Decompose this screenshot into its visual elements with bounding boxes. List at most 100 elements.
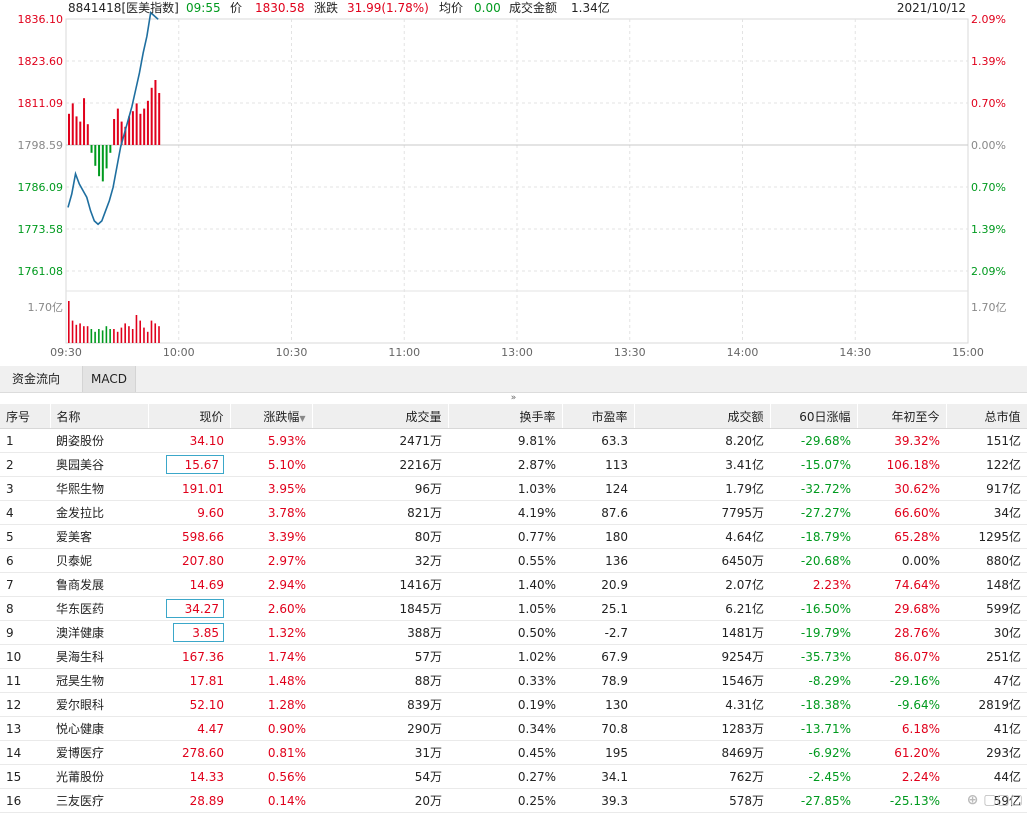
left-axis-tick: 1836.10 <box>18 13 64 26</box>
volume-bar <box>135 315 138 343</box>
cell-market-cap: 44亿 <box>946 764 1027 789</box>
table-row[interactable]: 10 昊海生科 167.36 1.74% 57万 1.02% 67.9 9254万 -35.73… <box>0 644 1027 669</box>
cell-amount: 6450万 <box>634 548 770 573</box>
col-price[interactable]: 现价 <box>148 404 231 429</box>
cell-row-index: 13 <box>0 716 50 741</box>
cell-change-ytd: 0.00% <box>857 548 946 573</box>
price-highlight-box: 34.27 <box>165 598 224 618</box>
col-ytd[interactable]: 年初至今 <box>857 404 947 429</box>
cell-change-60d: -29.68% <box>770 428 857 453</box>
volume-bar <box>105 326 108 343</box>
cell-change-pct: 3.39% <box>230 524 312 549</box>
stock-table: 序号 名称 现价 涨跌幅▼ 成交量 换手率 市盈率 成交额 60日涨幅 年初至今… <box>0 404 1027 813</box>
table-row[interactable]: 3 华熙生物 191.01 3.95% 96万 1.03% 124 1.79亿 -32.72% 3… <box>0 476 1027 501</box>
cell-stock-name: 朗姿股份 <box>50 428 148 453</box>
col-index[interactable]: 序号 <box>0 404 51 429</box>
cell-change-ytd: 74.64% <box>857 572 946 597</box>
cell-change-60d: -18.38% <box>770 692 857 717</box>
collapse-chevron-icon[interactable]: » <box>510 393 517 403</box>
cell-change-ytd: -9.64% <box>857 692 946 717</box>
cell-price: 34.27 <box>148 596 230 621</box>
cell-change-60d: -19.79% <box>770 620 857 645</box>
table-header: 序号 名称 现价 涨跌幅▼ 成交量 换手率 市盈率 成交额 60日涨幅 年初至今… <box>0 404 1027 429</box>
cell-volume: 31万 <box>312 740 448 765</box>
cell-change-60d: -2.45% <box>770 764 857 789</box>
table-row[interactable]: 14 爱博医疗 278.60 0.81% 31万 0.45% 195 8469万 -6.92% 6… <box>0 740 1027 765</box>
right-axis-tick: 0.70% <box>971 181 1006 194</box>
cell-change-ytd: 61.20% <box>857 740 946 765</box>
cell-market-cap: 47亿 <box>946 668 1027 693</box>
cell-turnover-rate: 0.33% <box>448 668 562 693</box>
strength-bar <box>120 121 123 145</box>
table-row[interactable]: 1 朗姿股份 34.10 5.93% 2471万 9.81% 63.3 8.20亿 -29.68… <box>0 428 1027 453</box>
cell-volume: 839万 <box>312 692 448 717</box>
table-row[interactable]: 2 奥园美谷 15.67 5.10% 2216万 2.87% 113 3.41亿 -15.07%… <box>0 452 1027 477</box>
col-volume[interactable]: 成交量 <box>312 404 449 429</box>
strength-bar <box>83 98 86 145</box>
strength-bar <box>68 113 70 145</box>
col-turnover[interactable]: 换手率 <box>448 404 563 429</box>
right-axis-tick: 2.09% <box>971 265 1006 278</box>
cell-turnover-rate: 0.77% <box>448 524 562 549</box>
volume-bar <box>150 320 153 343</box>
cell-stock-name: 昊海生科 <box>50 644 148 669</box>
amount-label: 成交金额 <box>509 0 557 15</box>
table-row[interactable]: 12 爱尔眼科 52.10 1.28% 839万 0.19% 130 4.31亿 -18.38%… <box>0 692 1027 717</box>
table-row[interactable]: 15 光莆股份 14.33 0.56% 54万 0.27% 34.1 762万 -2.45% 2.… <box>0 764 1027 789</box>
tab-fund-flow[interactable]: 资金流向 <box>12 372 61 386</box>
table-row[interactable]: 16 三友医疗 28.89 0.14% 20万 0.25% 39.3 578万 -27.85% -… <box>0 788 1027 813</box>
cell-amount: 3.41亿 <box>634 452 770 477</box>
col-pe[interactable]: 市盈率 <box>562 404 635 429</box>
volume-bar <box>71 320 74 343</box>
tab-macd[interactable]: MACD <box>82 366 136 392</box>
col-name[interactable]: 名称 <box>50 404 149 429</box>
strength-bar <box>109 145 112 153</box>
table-row[interactable]: 7 鲁商发展 14.69 2.94% 1416万 1.40% 20.9 2.07亿 2.23% 7… <box>0 572 1027 597</box>
table-row[interactable]: 9 澳洋健康 3.85 1.32% 388万 0.50% -2.7 1481万 -19.79% 2… <box>0 620 1027 645</box>
cell-market-cap: 30亿 <box>946 620 1027 645</box>
indicator-tabs: 资金流向 MACD <box>0 366 1027 393</box>
cell-price: 14.33 <box>148 764 230 789</box>
col-change-pct[interactable]: 涨跌幅▼ <box>230 404 313 429</box>
table-row[interactable]: 11 冠昊生物 17.81 1.48% 88万 0.33% 78.9 1546万 -8.29% -… <box>0 668 1027 693</box>
cell-change-pct: 1.74% <box>230 644 312 669</box>
change-label: 涨跌 <box>314 0 338 15</box>
table-row[interactable]: 5 爱美客 598.66 3.39% 80万 0.77% 180 4.64亿 -18.79% 65… <box>0 524 1027 549</box>
volume-bar <box>113 329 115 343</box>
strength-bar <box>124 126 127 145</box>
col-amount[interactable]: 成交额 <box>634 404 771 429</box>
table-row[interactable]: 8 华东医药 34.27 2.60% 1845万 1.05% 25.1 6.21亿 -16.50… <box>0 596 1027 621</box>
volume-tick-right: 1.70亿 <box>971 301 1007 314</box>
cell-price: 34.10 <box>148 428 230 453</box>
cell-stock-name: 鲁商发展 <box>50 572 148 597</box>
cell-market-cap: 122亿 <box>946 452 1027 477</box>
cell-volume: 96万 <box>312 476 448 501</box>
table-row[interactable]: 13 悦心健康 4.47 0.90% 290万 0.34% 70.8 1283万 -13.71%… <box>0 716 1027 741</box>
cell-row-index: 6 <box>0 548 50 573</box>
col-60d-change[interactable]: 60日涨幅 <box>770 404 858 429</box>
table-row[interactable]: 6 贝泰妮 207.80 2.97% 32万 0.55% 136 6450万 -20.68% 0.… <box>0 548 1027 573</box>
cell-amount: 2.07亿 <box>634 572 770 597</box>
cell-row-index: 14 <box>0 740 50 765</box>
volume-bar <box>83 326 85 343</box>
cell-price: 14.69 <box>148 572 230 597</box>
table-row[interactable]: 4 金发拉比 9.60 3.78% 821万 4.19% 87.6 7795万 -27.27% 6… <box>0 500 1027 525</box>
price-value: 1830.58 <box>255 1 305 15</box>
col-market-cap[interactable]: 总市值 <box>946 404 1027 429</box>
intraday-chart[interactable]: 1836.10 2.09% 1823.60 1.39% 1811.09 0.70% 1798… <box>0 0 1027 366</box>
cell-volume: 57万 <box>312 644 448 669</box>
time-axis-tick: 13:30 <box>614 346 646 359</box>
cell-market-cap: 148亿 <box>946 572 1027 597</box>
volume-bar <box>128 326 130 343</box>
strength-bar <box>105 145 108 169</box>
right-axis-tick: 0.00% <box>971 139 1006 152</box>
cell-change-pct: 1.48% <box>230 668 312 693</box>
cell-row-index: 15 <box>0 764 50 789</box>
cell-volume: 32万 <box>312 548 448 573</box>
cell-stock-name: 澳洋健康 <box>50 620 148 645</box>
cell-stock-name: 华熙生物 <box>50 476 148 501</box>
cell-market-cap: 880亿 <box>946 548 1027 573</box>
cell-amount: 578万 <box>634 788 770 813</box>
cell-pe-ratio: 195 <box>562 740 634 765</box>
cell-change-60d: -20.68% <box>770 548 857 573</box>
